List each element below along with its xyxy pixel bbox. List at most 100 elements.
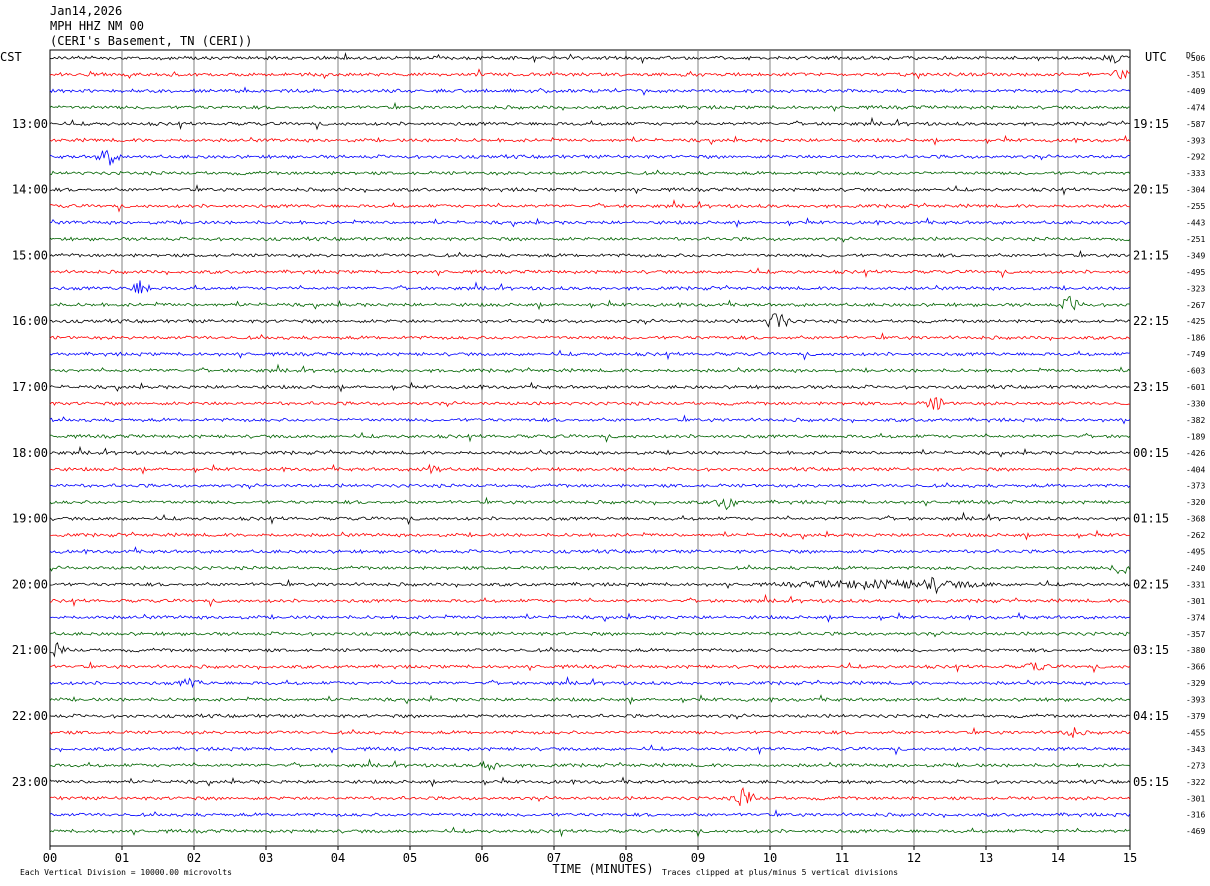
dc-offset-label: -240 [1186, 564, 1205, 573]
x-axis-title: TIME (MINUTES) [552, 862, 653, 876]
dc-offset-label: -495 [1186, 548, 1205, 557]
dc-offset-label: -322 [1186, 778, 1205, 787]
trace-line [49, 149, 1131, 166]
trace-line [49, 826, 1131, 838]
trace-line [49, 776, 1131, 788]
trace-line [49, 249, 1131, 258]
dc-offset-label: -749 [1186, 350, 1205, 359]
x-tick-label: 09 [691, 851, 705, 865]
cst-hour-label: 14:00 [12, 183, 48, 197]
dc-offset-label: -506 [1186, 54, 1205, 63]
header-date: Jan14,2026 [50, 4, 123, 18]
dc-offset-label: -425 [1186, 317, 1205, 326]
utc-hour-label: 20:15 [1133, 183, 1169, 197]
trace-line [49, 431, 1131, 443]
trace-line [49, 397, 1131, 411]
trace-line [49, 546, 1131, 555]
dc-offset-label: -374 [1186, 613, 1205, 622]
trace-line [49, 593, 1131, 608]
x-tick-label: 03 [259, 851, 273, 865]
dc-offset-label: -301 [1186, 794, 1205, 803]
dc-offset-label: -426 [1186, 449, 1205, 458]
utc-axis-label: UTC [1145, 50, 1167, 64]
clip-note: Traces clipped at plus/minus 5 vertical … [662, 868, 898, 877]
trace-line [49, 295, 1131, 311]
x-tick-label: 07 [547, 851, 561, 865]
cst-hour-label: 22:00 [12, 709, 48, 723]
dc-offset-label: -393 [1186, 136, 1205, 145]
header-location: (CERI's Basement, TN (CERI)) [50, 34, 253, 48]
dc-offset-label: -474 [1186, 103, 1205, 112]
dc-offset-label: -469 [1186, 827, 1205, 836]
trace-line [49, 726, 1131, 738]
dc-offset-label: -323 [1186, 284, 1205, 293]
trace-line [49, 217, 1131, 229]
dc-offset-label: -393 [1186, 696, 1205, 705]
trace-line [49, 134, 1131, 146]
header-station: MPH HHZ NM 00 [50, 19, 144, 33]
dc-offset-label: -255 [1186, 202, 1205, 211]
utc-hour-label: 19:15 [1133, 117, 1169, 131]
cst-hour-label: 17:00 [12, 380, 48, 394]
trace-line [49, 363, 1131, 374]
x-tick-label: 04 [331, 851, 345, 865]
trace-line [49, 381, 1131, 393]
dc-offset-label: -189 [1186, 432, 1205, 441]
dc-offset-label: -292 [1186, 153, 1205, 162]
trace-line [49, 611, 1131, 623]
cst-axis-label: CST [0, 50, 22, 64]
dc-offset-label: -443 [1186, 219, 1205, 228]
trace-line [49, 511, 1131, 526]
utc-hour-label: 22:15 [1133, 314, 1169, 328]
cst-hour-label: 19:00 [12, 512, 48, 526]
trace-line [49, 169, 1131, 176]
dc-offset-label: -379 [1186, 712, 1205, 721]
x-tick-label: 15 [1123, 851, 1137, 865]
cst-hour-label: 18:00 [12, 446, 48, 460]
dc-offset-label: -262 [1186, 531, 1205, 540]
utc-hour-label: 05:15 [1133, 775, 1169, 789]
trace-line [49, 482, 1131, 490]
x-tick-label: 08 [619, 851, 633, 865]
trace-line [49, 744, 1131, 756]
dc-offset-label: -349 [1186, 251, 1205, 260]
trace-line [49, 809, 1131, 819]
utc-hour-label: 21:15 [1133, 248, 1169, 262]
trace-line [49, 184, 1131, 196]
dc-offset-label: -380 [1186, 646, 1205, 655]
utc-hour-label: 01:15 [1133, 512, 1169, 526]
dc-offset-label: -329 [1186, 679, 1205, 688]
dc-offset-label: -331 [1186, 580, 1205, 589]
utc-hour-label: 23:15 [1133, 380, 1169, 394]
trace-line [49, 445, 1131, 458]
trace-line [49, 463, 1131, 475]
x-tick-label: 11 [835, 851, 849, 865]
trace-line [49, 414, 1131, 425]
cst-hour-label: 23:00 [12, 775, 48, 789]
dc-offset-label: -382 [1186, 416, 1205, 425]
trace-line [49, 642, 1131, 658]
dc-offset-label: -603 [1186, 367, 1205, 376]
dc-axis-label: DC [1186, 51, 1196, 60]
trace-line [49, 694, 1131, 706]
dc-offset-label: -373 [1186, 482, 1205, 491]
trace-line [49, 101, 1131, 112]
trace-line [49, 576, 1131, 595]
dc-offset-label: -409 [1186, 87, 1205, 96]
dc-offset-label: -330 [1186, 399, 1205, 408]
x-tick-label: 00 [43, 851, 57, 865]
dc-offset-label: -587 [1186, 120, 1205, 129]
x-tick-label: 14 [1051, 851, 1065, 865]
cst-hour-label: 13:00 [12, 117, 48, 131]
trace-line [49, 676, 1131, 689]
dc-offset-label: -316 [1186, 811, 1205, 820]
cst-hour-label: 15:00 [12, 248, 48, 262]
dc-offset-label: -351 [1186, 70, 1205, 79]
trace-line [49, 496, 1131, 511]
utc-hour-label: 03:15 [1133, 643, 1169, 657]
trace-line [49, 630, 1131, 638]
trace-line [49, 786, 1131, 807]
x-tick-label: 06 [475, 851, 489, 865]
cst-hour-label: 21:00 [12, 643, 48, 657]
